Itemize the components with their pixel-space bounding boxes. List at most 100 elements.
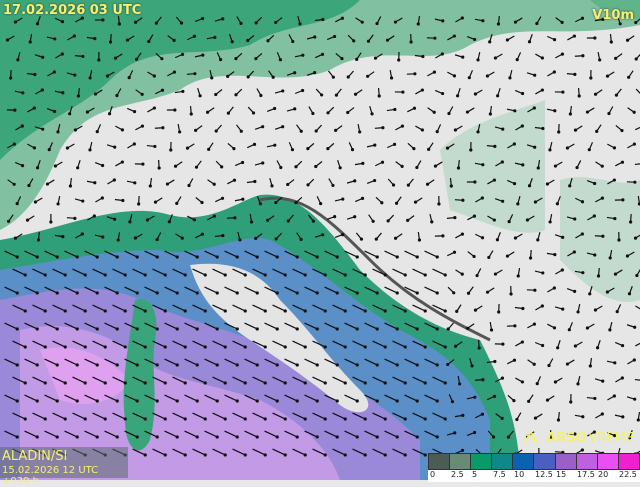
wind-arrow-head — [326, 111, 329, 114]
wind-arrow-head — [116, 363, 119, 366]
wind-arrow-head — [497, 22, 500, 25]
legend-swatch — [450, 454, 470, 469]
wind-arrow-head — [293, 71, 296, 74]
wind-arrow-head — [361, 21, 364, 24]
wind-arrow-head — [219, 58, 222, 61]
wind-arrow-head — [44, 417, 47, 420]
wind-arrow-head — [528, 184, 531, 187]
wind-arrow-head — [533, 74, 536, 77]
wind-arrow-head — [356, 435, 359, 438]
wind-arrow-head — [380, 201, 383, 204]
wind-arrow-head — [14, 236, 17, 239]
wind-arrow-head — [476, 130, 479, 133]
wind-arrow-head — [61, 91, 64, 94]
wind-arrow-head — [481, 413, 484, 416]
wind-arrow-head — [196, 363, 199, 366]
wind-arrow-head — [204, 453, 207, 456]
logo-icon — [522, 430, 540, 446]
wind-arrow-head — [253, 180, 256, 183]
wind-arrow-head — [33, 73, 36, 76]
wind-arrow-head — [492, 435, 495, 438]
wind-arrow-head — [173, 108, 176, 111]
wind-arrow-head — [204, 309, 207, 312]
wind-arrow-head — [476, 58, 479, 61]
wind-arrow-head — [256, 327, 259, 330]
wind-arrow-head — [13, 109, 16, 112]
wind-arrow-head — [193, 218, 196, 221]
legend-swatch — [471, 454, 491, 469]
wind-arrow-head — [284, 309, 287, 312]
logo-bold: ARSO — [546, 431, 587, 446]
wind-arrow-head — [533, 363, 536, 366]
wind-arrow-head — [101, 196, 104, 199]
wind-arrow-head — [106, 74, 109, 77]
wind-arrow-head — [56, 255, 59, 258]
wind-arrow-head — [96, 291, 99, 294]
wind-arrow-head — [447, 327, 450, 330]
wind-arrow-head — [276, 327, 279, 330]
wind-arrow-head — [441, 234, 444, 237]
wind-arrow-head — [536, 382, 539, 385]
wind-arrow-head — [196, 327, 199, 330]
wind-arrow-head — [573, 250, 576, 253]
wind-arrow-head — [97, 58, 100, 61]
wind-arrow-head — [241, 198, 244, 201]
wind-arrow-head — [204, 381, 207, 384]
wind-arrow-head — [153, 145, 156, 148]
wind-arrow-head — [7, 220, 10, 223]
wind-arrow-head — [276, 399, 279, 402]
wind-arrow-head — [451, 400, 454, 403]
wind-arrow-head — [566, 146, 569, 149]
wind-arrow-head — [437, 202, 440, 205]
wind-arrow-head — [306, 147, 309, 150]
wind-arrow-head — [324, 381, 327, 384]
wind-arrow-head — [156, 435, 159, 438]
wind-arrow-head — [296, 435, 299, 438]
wind-arrow-head — [569, 112, 572, 115]
wind-arrow-head — [436, 130, 439, 133]
wind-arrow-head — [144, 345, 147, 348]
wind-arrow-head — [595, 130, 598, 133]
wind-arrow-head — [481, 196, 484, 199]
wind-arrow-head — [254, 57, 257, 60]
wind-arrow-head — [184, 453, 187, 456]
wind-arrow-head — [635, 274, 638, 277]
legend-swatch — [429, 454, 449, 469]
wind-arrow-head — [256, 435, 259, 438]
wind-arrow-head — [370, 112, 373, 115]
wind-arrow-head — [164, 381, 167, 384]
wind-arrow-head — [576, 382, 579, 385]
wind-arrow-head — [196, 399, 199, 402]
wind-arrow-head — [521, 380, 524, 383]
wind-arrow-head — [133, 110, 136, 113]
wind-arrow-head — [553, 286, 556, 289]
wind-arrow-head — [404, 417, 407, 420]
wind-arrow-head — [372, 220, 375, 223]
wind-arrow-head — [56, 202, 59, 205]
wind-arrow-head — [76, 363, 79, 366]
wind-arrow-head — [340, 57, 343, 60]
wind-arrow-head — [224, 453, 227, 456]
wind-arrow-head — [573, 290, 576, 293]
wind-arrow-head — [276, 291, 279, 294]
wind-arrow-head — [221, 17, 224, 20]
wind-arrow-head — [601, 165, 604, 168]
wind-arrow-head — [144, 273, 147, 276]
wind-arrow-head — [109, 40, 112, 43]
wind-arrow-head — [176, 255, 179, 258]
wind-arrow-head — [336, 363, 339, 366]
wind-arrow-head — [336, 291, 339, 294]
wind-arrow-head — [236, 291, 239, 294]
wind-arrow-head — [573, 34, 576, 37]
model-info: ALADIN/SI 15.02.2026 12 UTC +039 h — [0, 447, 128, 478]
wind-arrow-head — [493, 218, 496, 221]
wind-arrow-head — [324, 309, 327, 312]
wind-arrow-head — [629, 220, 632, 223]
wind-arrow-head — [236, 255, 239, 258]
wind-arrow-head — [450, 184, 453, 187]
wind-arrow-head — [430, 220, 433, 223]
wind-arrow-head — [392, 183, 395, 186]
wind-arrow-head — [413, 107, 416, 110]
wind-arrow-head — [569, 400, 572, 403]
